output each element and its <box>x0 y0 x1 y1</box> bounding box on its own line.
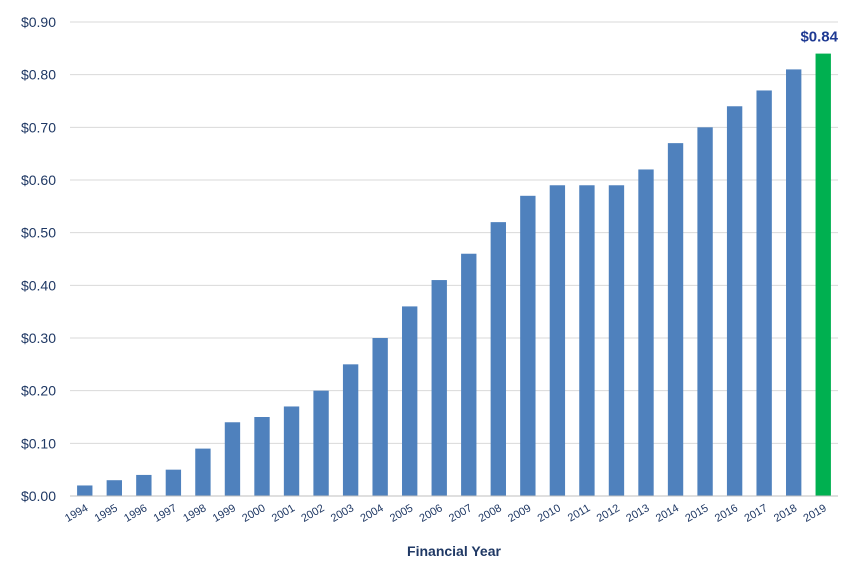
bar-2003 <box>342 364 359 496</box>
x-tick-label: 2019 <box>802 502 829 525</box>
x-tick-label: 1997 <box>152 502 179 525</box>
bars <box>77 53 831 497</box>
y-tick-label: $0.70 <box>21 119 56 135</box>
x-tick-label: 1995 <box>93 502 120 525</box>
bar-2010 <box>549 185 566 496</box>
bar-2019 <box>815 53 831 496</box>
bar-2013 <box>638 169 654 496</box>
bar-2001 <box>283 406 300 496</box>
x-tick-label: 2003 <box>329 502 356 525</box>
x-tick-label: 2002 <box>299 502 326 525</box>
x-tick-label: 1994 <box>63 502 90 525</box>
x-tick-label: 2006 <box>418 502 445 525</box>
x-tick-label: 2000 <box>240 502 267 525</box>
data-labels: $0.84 <box>800 29 838 46</box>
bar-2016 <box>726 106 743 497</box>
y-tick-label: $0.60 <box>21 172 56 188</box>
bar-1996 <box>136 474 152 496</box>
x-tick-label: 2012 <box>595 502 622 525</box>
x-tick-label: 2007 <box>447 502 474 525</box>
bar-2015 <box>697 127 713 496</box>
data-label: $0.84 <box>800 29 838 46</box>
x-tick-label: 2005 <box>388 502 415 525</box>
x-axis-title: Financial Year <box>407 543 501 559</box>
y-tick-label: $0.10 <box>21 435 56 451</box>
bar-1995 <box>106 480 122 496</box>
bar-2012 <box>608 185 625 496</box>
x-tick-label: 2008 <box>477 502 504 525</box>
x-tick-label: 2011 <box>566 502 592 524</box>
x-tick-label: 2010 <box>536 502 563 525</box>
gridlines <box>70 21 838 444</box>
x-tick-label: 1998 <box>181 502 208 525</box>
x-tick-label: 2015 <box>683 502 710 525</box>
y-tick-label: $0.40 <box>21 277 56 293</box>
x-tick-label: 2001 <box>270 502 297 525</box>
bar-2005 <box>402 306 418 496</box>
bar-2008 <box>490 222 506 496</box>
bar-1997 <box>165 469 182 496</box>
x-tick-label: 2018 <box>772 502 799 525</box>
x-tick-label: 2009 <box>506 502 533 525</box>
x-tick-label: 2013 <box>624 502 651 525</box>
y-tick-label: $0.90 <box>21 14 56 30</box>
x-tick-label: 1999 <box>211 502 238 525</box>
x-tick-label: 2016 <box>713 502 740 525</box>
bar-2018 <box>786 69 802 497</box>
bar-1999 <box>224 422 241 496</box>
y-axis-tick-labels: $0.00 $0.10 $0.20 $0.30 $0.40 $0.50 $0.60 $0.70… <box>21 14 56 504</box>
bar-2009 <box>520 195 536 497</box>
y-tick-label: $0.80 <box>21 67 56 83</box>
y-tick-label: $0.50 <box>21 225 56 241</box>
bar-1998 <box>195 448 211 496</box>
x-tick-label: 2017 <box>742 502 769 525</box>
x-tick-label: 1996 <box>122 502 149 525</box>
y-tick-label: $0.00 <box>21 488 56 504</box>
bar-2002 <box>313 390 329 496</box>
bar-2004 <box>372 338 388 496</box>
x-tick-label: 2014 <box>654 502 681 525</box>
bar-2000 <box>254 417 270 496</box>
bar-1994 <box>77 485 93 496</box>
y-tick-label: $0.30 <box>21 330 56 346</box>
bar-2017 <box>756 90 772 496</box>
bar-2011 <box>579 185 595 496</box>
x-axis-tick-labels: 1994 1995 1996 1997 1998 1999 2000 2001 2002 2003… <box>63 502 829 525</box>
bar-2014 <box>667 143 684 496</box>
bar-2007 <box>461 253 477 496</box>
x-tick-label: 2004 <box>358 502 385 525</box>
bar-2006 <box>431 280 447 496</box>
y-tick-label: $0.20 <box>21 383 56 399</box>
